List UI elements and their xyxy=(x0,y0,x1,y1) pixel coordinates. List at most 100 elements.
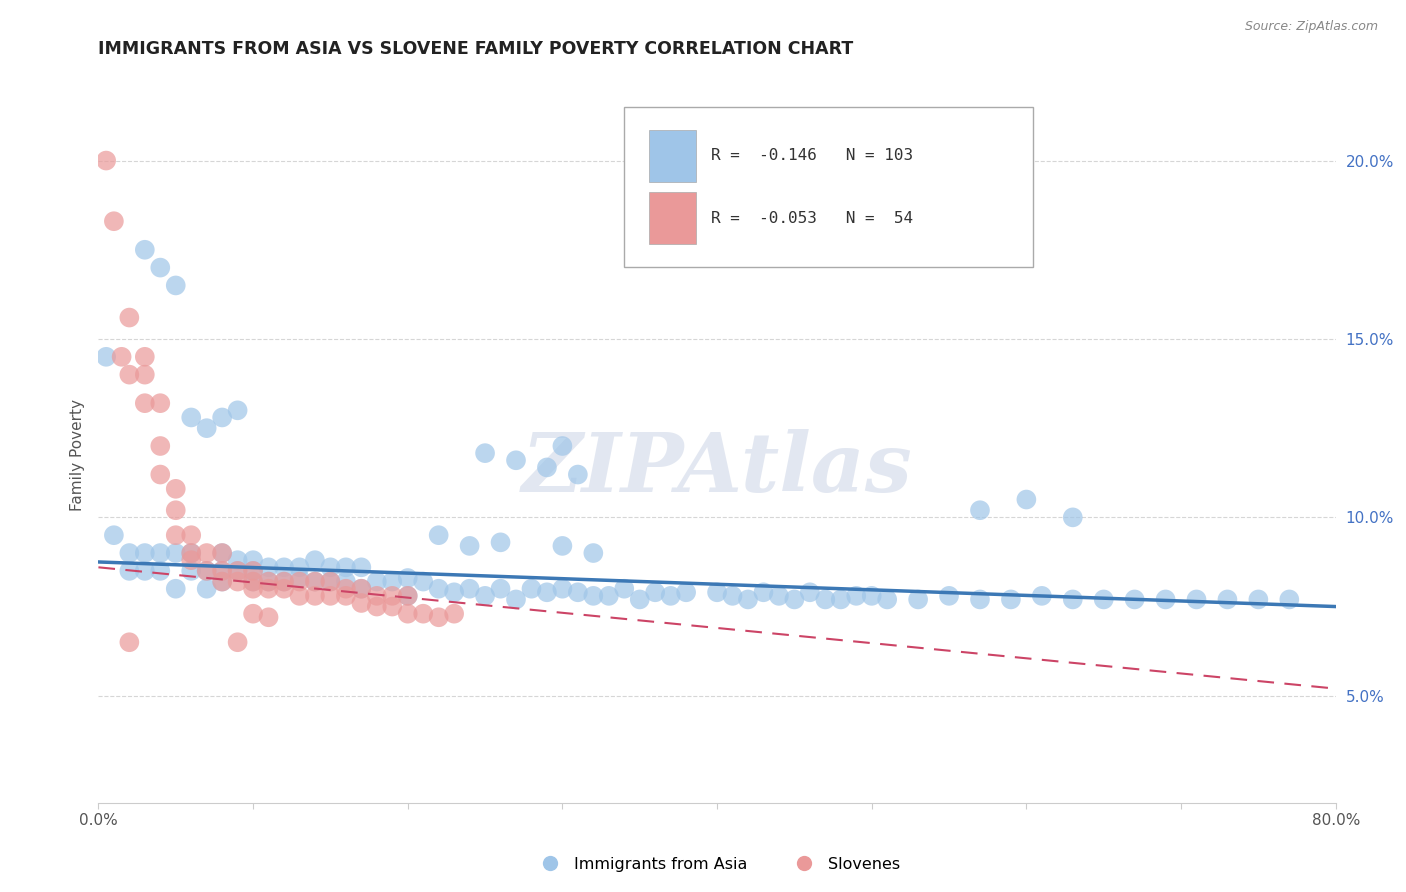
Point xyxy=(118,310,141,325)
Point xyxy=(288,571,311,585)
Point xyxy=(474,589,496,603)
Point xyxy=(474,446,496,460)
Point xyxy=(257,582,280,596)
Point xyxy=(350,596,373,610)
FancyBboxPatch shape xyxy=(650,193,696,244)
Point xyxy=(319,589,342,603)
Point xyxy=(211,574,233,589)
Point xyxy=(721,589,744,603)
Point xyxy=(242,564,264,578)
Point xyxy=(381,574,404,589)
Point xyxy=(257,610,280,624)
Point xyxy=(1015,492,1038,507)
Point xyxy=(134,396,156,410)
Point xyxy=(149,546,172,560)
Point xyxy=(335,582,357,596)
Point xyxy=(644,585,666,599)
Point xyxy=(242,607,264,621)
Point xyxy=(381,599,404,614)
Point xyxy=(195,421,218,435)
Point xyxy=(366,589,388,603)
Point xyxy=(551,439,574,453)
Point xyxy=(319,574,342,589)
Point xyxy=(505,592,527,607)
Point xyxy=(242,582,264,596)
FancyBboxPatch shape xyxy=(624,107,1032,267)
Point xyxy=(211,546,233,560)
Point xyxy=(427,610,450,624)
Point xyxy=(520,582,543,596)
Point xyxy=(180,410,202,425)
Point xyxy=(1247,592,1270,607)
Point xyxy=(938,589,960,603)
Text: R =  -0.146   N = 103: R = -0.146 N = 103 xyxy=(711,148,912,163)
Point xyxy=(118,635,141,649)
Point xyxy=(288,560,311,574)
Point xyxy=(165,582,187,596)
Point xyxy=(768,589,790,603)
Point xyxy=(226,403,249,417)
Point xyxy=(536,585,558,599)
Point xyxy=(1062,592,1084,607)
Point xyxy=(180,528,202,542)
Point xyxy=(288,589,311,603)
Point xyxy=(211,564,233,578)
Point xyxy=(412,574,434,589)
Point xyxy=(613,582,636,596)
Point xyxy=(165,546,187,560)
Point xyxy=(366,574,388,589)
Point xyxy=(427,528,450,542)
Point xyxy=(96,153,118,168)
Point xyxy=(242,574,264,589)
Point xyxy=(1154,592,1177,607)
Point xyxy=(134,350,156,364)
Point xyxy=(1123,592,1146,607)
Point xyxy=(458,539,481,553)
Point xyxy=(350,582,373,596)
Point xyxy=(396,589,419,603)
Point xyxy=(165,503,187,517)
Point xyxy=(288,574,311,589)
Point xyxy=(149,260,172,275)
Point xyxy=(1000,592,1022,607)
Point xyxy=(582,546,605,560)
Point xyxy=(180,546,202,560)
Point xyxy=(226,574,249,589)
Point xyxy=(366,599,388,614)
Point xyxy=(845,589,868,603)
Point xyxy=(412,607,434,621)
FancyBboxPatch shape xyxy=(650,129,696,182)
Point xyxy=(149,439,172,453)
Point xyxy=(489,582,512,596)
Point xyxy=(103,528,125,542)
Point xyxy=(675,585,697,599)
Point xyxy=(1278,592,1301,607)
Point xyxy=(1092,592,1115,607)
Text: Source: ZipAtlas.com: Source: ZipAtlas.com xyxy=(1244,20,1378,33)
Point xyxy=(628,592,651,607)
Point xyxy=(335,589,357,603)
Point xyxy=(567,585,589,599)
Point xyxy=(427,582,450,596)
Point xyxy=(118,368,141,382)
Point xyxy=(319,574,342,589)
Point xyxy=(111,350,132,364)
Point xyxy=(118,564,141,578)
Text: ZIPAtlas: ZIPAtlas xyxy=(522,429,912,508)
Point xyxy=(876,592,898,607)
Point xyxy=(582,589,605,603)
Point xyxy=(304,589,326,603)
Point xyxy=(242,574,264,589)
Point xyxy=(814,592,837,607)
Point xyxy=(257,560,280,574)
Point xyxy=(257,574,280,589)
Point xyxy=(149,564,172,578)
Point xyxy=(134,564,156,578)
Point xyxy=(304,553,326,567)
Point xyxy=(551,539,574,553)
Point xyxy=(211,410,233,425)
Point xyxy=(211,546,233,560)
Point xyxy=(134,243,156,257)
Point xyxy=(659,589,682,603)
Point xyxy=(598,589,620,603)
